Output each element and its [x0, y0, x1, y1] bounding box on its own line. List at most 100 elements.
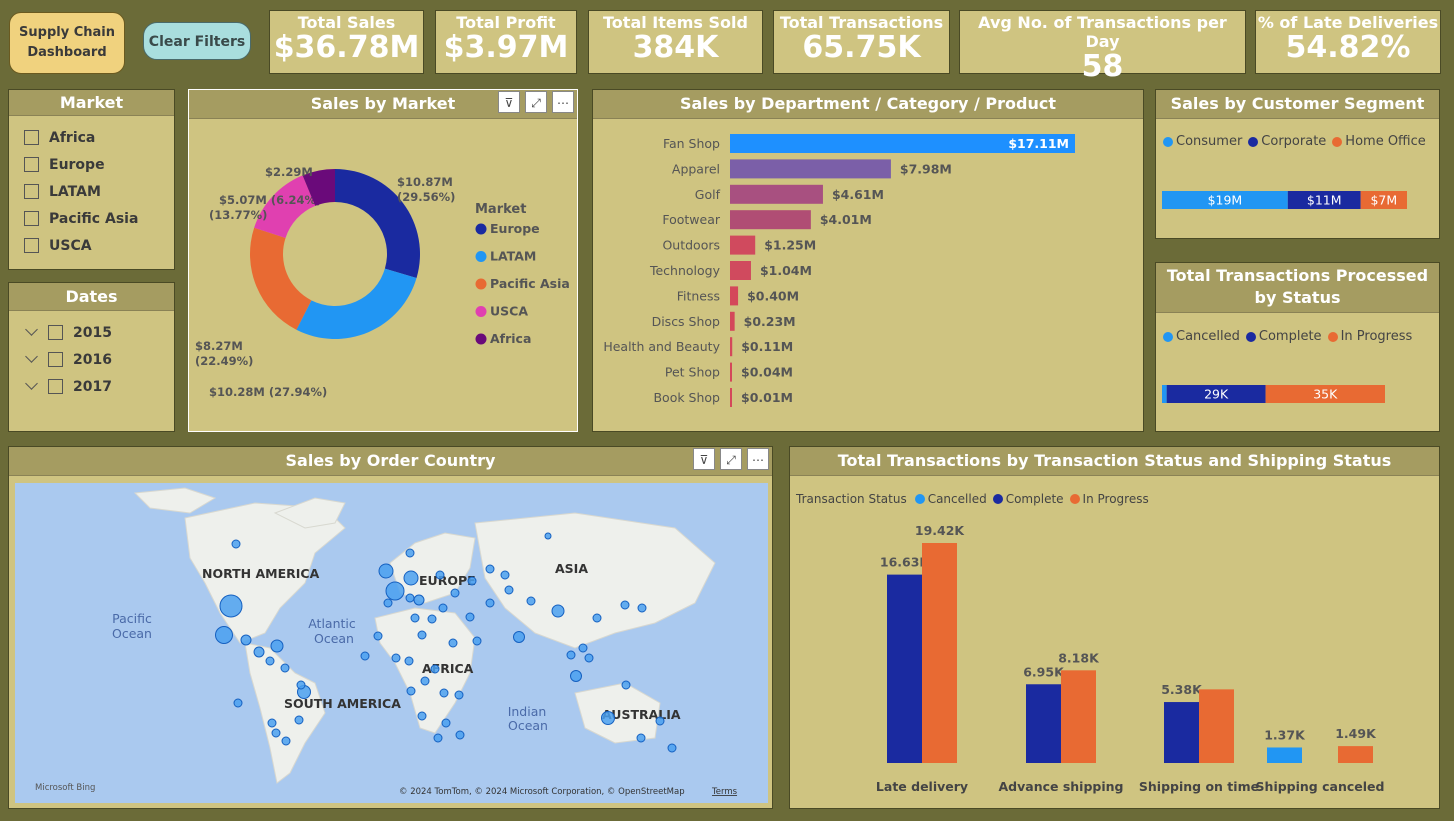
country-bubble[interactable]	[296, 680, 306, 690]
country-bubble[interactable]	[621, 680, 631, 690]
country-bubble[interactable]	[253, 646, 265, 658]
market-option[interactable]: LATAM	[9, 178, 174, 205]
country-bubble[interactable]	[240, 634, 252, 646]
country-bubble[interactable]	[620, 600, 630, 610]
country-bubble[interactable]	[281, 736, 291, 746]
transactions-by-status-visual[interactable]: Total Transactions Processed by Status C…	[1155, 262, 1440, 432]
clustered-bar[interactable]	[1267, 747, 1302, 763]
checkbox[interactable]	[24, 157, 39, 172]
country-bubble[interactable]	[430, 664, 440, 674]
checkbox[interactable]	[48, 379, 63, 394]
country-bubble[interactable]	[417, 630, 427, 640]
stacked-segment-consumer[interactable]	[1162, 191, 1288, 209]
checkbox[interactable]	[48, 325, 63, 340]
country-bubble[interactable]	[637, 603, 647, 613]
country-bubble[interactable]	[485, 564, 495, 574]
country-bubble[interactable]	[420, 676, 430, 686]
country-bubble[interactable]	[405, 593, 415, 603]
country-bubble[interactable]	[391, 653, 401, 663]
filter-icon[interactable]: ⊽	[693, 448, 715, 470]
map-terms-link[interactable]: Terms	[711, 787, 738, 797]
chevron-down-icon[interactable]	[25, 350, 38, 363]
donut-slice-africa[interactable]	[302, 169, 335, 206]
checkbox[interactable]	[24, 211, 39, 226]
stacked-segment-cancelled[interactable]	[1162, 385, 1167, 403]
clustered-bar[interactable]	[1199, 689, 1234, 763]
country-bubble[interactable]	[467, 576, 477, 586]
country-bubble[interactable]	[373, 631, 383, 641]
country-bubble[interactable]	[435, 570, 445, 580]
market-option[interactable]: Europe	[9, 151, 174, 178]
country-bubble[interactable]	[360, 651, 370, 661]
world-map[interactable]: NORTH AMERICA EUROPE ASIA AFRICA SOUTH AMERI…	[15, 483, 768, 803]
country-bubble[interactable]	[601, 711, 615, 725]
country-bubble[interactable]	[385, 581, 405, 601]
filter-icon[interactable]: ⊽	[498, 91, 520, 113]
bar-technology[interactable]	[730, 261, 751, 280]
country-bubble[interactable]	[500, 570, 510, 580]
country-bubble[interactable]	[455, 730, 465, 740]
date-option[interactable]: 2017	[9, 373, 174, 400]
checkbox[interactable]	[24, 238, 39, 253]
supply-chain-dashboard-button[interactable]: Supply Chain Dashboard	[9, 12, 125, 74]
country-bubble[interactable]	[566, 650, 576, 660]
more-options-icon[interactable]: ⋯	[747, 448, 769, 470]
sales-by-department-visual[interactable]: Sales by Department / Category / Product…	[592, 89, 1144, 432]
country-bubble[interactable]	[454, 690, 464, 700]
more-options-icon[interactable]: ⋯	[552, 91, 574, 113]
country-bubble[interactable]	[378, 563, 394, 579]
country-bubble[interactable]	[413, 594, 425, 606]
bar-outdoors[interactable]	[730, 235, 756, 255]
clustered-bar[interactable]	[1164, 702, 1199, 763]
bar-fitness[interactable]	[730, 286, 739, 306]
country-bubble[interactable]	[465, 612, 475, 622]
country-bubble[interactable]	[215, 626, 233, 644]
country-bubble[interactable]	[439, 688, 449, 698]
country-bubble[interactable]	[383, 598, 393, 608]
country-bubble[interactable]	[270, 639, 284, 653]
country-bubble[interactable]	[231, 539, 241, 549]
sales-by-market-visual[interactable]: Sales by Market ⊽ ⤢ ⋯ $10.87M (29.56%) $10…	[188, 89, 578, 432]
clustered-bar[interactable]	[887, 574, 922, 763]
donut-slice-pacific-asia[interactable]	[250, 227, 312, 330]
country-bubble[interactable]	[513, 631, 525, 643]
stacked-segment-complete[interactable]	[1166, 385, 1266, 403]
country-bubble[interactable]	[472, 636, 482, 646]
market-option[interactable]: Africa	[9, 124, 174, 151]
sales-by-segment-visual[interactable]: Sales by Customer Segment Consumer Corpor…	[1155, 89, 1440, 239]
country-bubble[interactable]	[526, 596, 536, 606]
country-bubble[interactable]	[280, 663, 290, 673]
bar-book-shop[interactable]	[730, 388, 732, 407]
clustered-bar[interactable]	[1061, 670, 1096, 763]
bar-pet-shop[interactable]	[730, 362, 732, 382]
country-bubble[interactable]	[655, 716, 665, 726]
checkbox[interactable]	[24, 130, 39, 145]
country-bubble[interactable]	[410, 613, 420, 623]
country-bubble[interactable]	[267, 718, 277, 728]
bar-discs-shop[interactable]	[730, 311, 735, 331]
chevron-down-icon[interactable]	[25, 377, 38, 390]
market-option[interactable]: Pacific Asia	[9, 205, 174, 232]
country-bubble[interactable]	[233, 698, 243, 708]
country-bubble[interactable]	[592, 613, 602, 623]
country-bubble[interactable]	[636, 733, 646, 743]
country-bubble[interactable]	[441, 718, 451, 728]
date-option[interactable]: 2015	[9, 319, 174, 346]
donut-slice-europe[interactable]	[335, 169, 420, 278]
bar-footwear[interactable]	[730, 210, 811, 230]
country-bubble[interactable]	[450, 588, 460, 598]
country-bubble[interactable]	[448, 638, 458, 648]
donut-slice-latam[interactable]	[296, 268, 417, 339]
focus-mode-icon[interactable]: ⤢	[720, 448, 742, 470]
date-option[interactable]: 2016	[9, 346, 174, 373]
checkbox[interactable]	[24, 184, 39, 199]
bar-fan-shop[interactable]	[730, 134, 1075, 153]
bar-apparel[interactable]	[730, 159, 891, 179]
country-bubble[interactable]	[265, 656, 275, 666]
shipping-status-visual[interactable]: Total Transactions by Transaction Status…	[789, 446, 1440, 809]
country-bubble[interactable]	[570, 670, 582, 682]
country-bubble[interactable]	[219, 594, 243, 618]
country-bubble[interactable]	[271, 728, 281, 738]
country-bubble[interactable]	[544, 532, 552, 540]
country-bubble[interactable]	[433, 733, 443, 743]
